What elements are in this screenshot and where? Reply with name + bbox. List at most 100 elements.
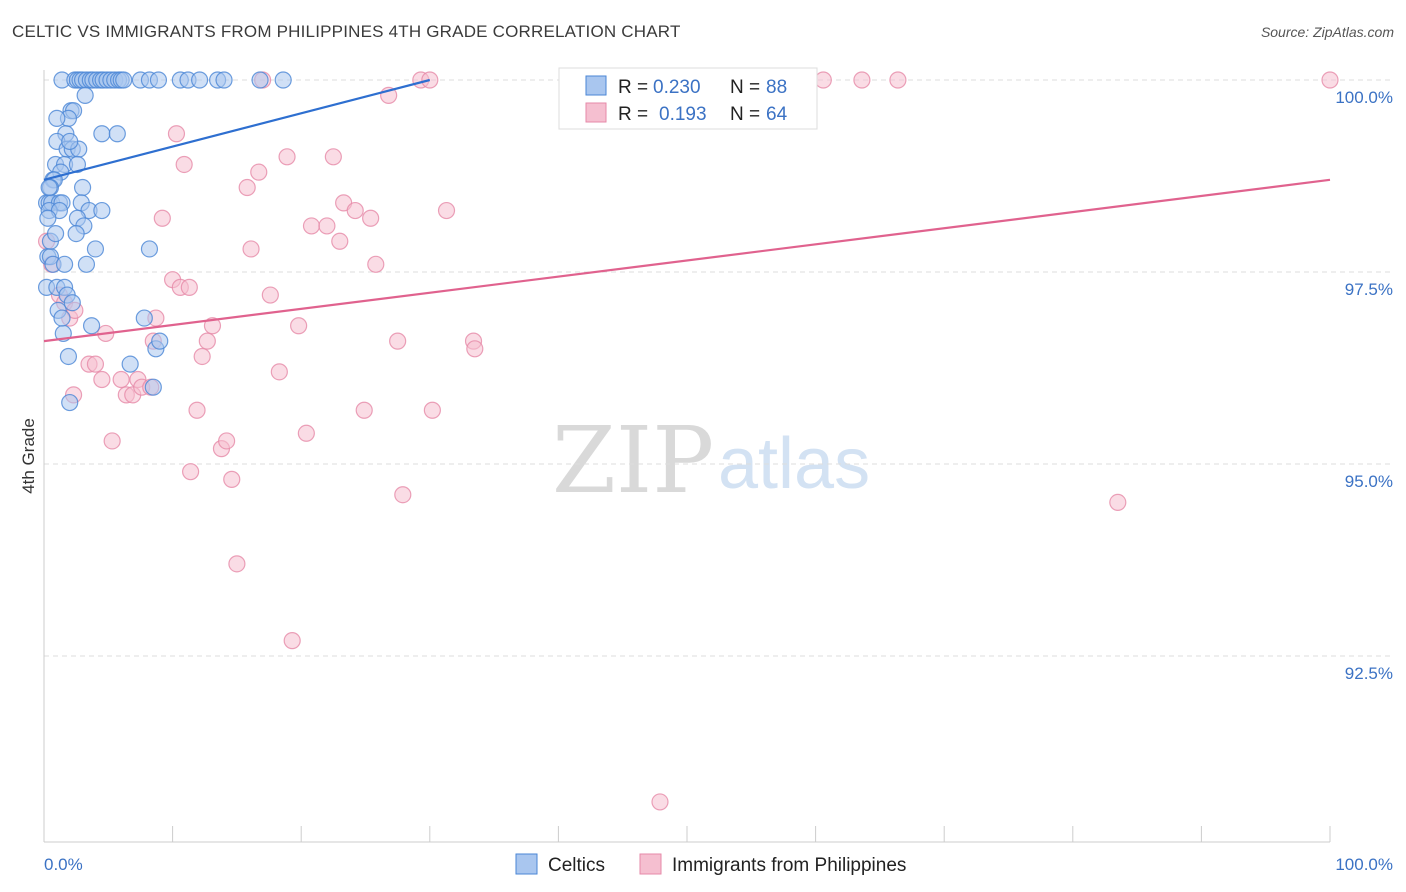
- philippines-point: [1321, 71, 1339, 89]
- philippines-point: [814, 71, 832, 89]
- philippines-point: [853, 71, 871, 89]
- celtics-trend-line: [43, 78, 431, 181]
- philippines-trend-line: [43, 178, 1331, 343]
- celtics-point: [40, 178, 58, 197]
- celtics-point: [39, 209, 57, 227]
- philippines-point: [238, 178, 256, 197]
- celtics-r-label: R =: [618, 77, 648, 98]
- philippines-n-value: 64: [766, 104, 788, 125]
- celtics-point: [68, 155, 87, 174]
- philippines-point: [297, 424, 315, 442]
- celtics-point: [48, 109, 66, 128]
- x-tick-label-min: 0.0%: [44, 855, 83, 874]
- celtics-point: [108, 125, 126, 143]
- grid-lines: [44, 79, 1393, 657]
- celtics-point: [73, 178, 92, 197]
- philippines-n-label: N =: [730, 104, 760, 125]
- philippines-point: [250, 163, 268, 181]
- philippines-point: [228, 555, 246, 573]
- series-legend: Celtics Immigrants from Philippines: [515, 853, 906, 876]
- philippines-point: [394, 486, 412, 504]
- philippines-legend-swatch: [585, 102, 607, 123]
- legend-celtics-label: Celtics: [548, 855, 605, 876]
- philippines-point: [175, 155, 193, 174]
- y-tick-labels: 100.0% 97.5% 95.0% 92.5%: [1335, 88, 1393, 683]
- y-tick-label: 92.5%: [1345, 664, 1393, 683]
- philippines-point: [283, 632, 301, 650]
- x-ticks: [43, 826, 1331, 842]
- celtics-point: [149, 71, 168, 89]
- philippines-point: [242, 240, 260, 258]
- philippines-point: [93, 370, 111, 389]
- celtics-point: [191, 71, 209, 89]
- philippines-point: [389, 332, 407, 350]
- philippines-point: [466, 340, 484, 358]
- y-axis-label: 4th Grade: [19, 418, 38, 494]
- philippines-point: [437, 201, 456, 220]
- legend-philippines-swatch: [639, 853, 662, 875]
- philippines-point: [346, 201, 364, 220]
- stats-legend: R = 0.230 N = 88 R = 0.193 N = 64: [558, 67, 818, 130]
- celtics-point: [93, 125, 111, 143]
- trend-lines: [43, 78, 1331, 343]
- philippines-point: [278, 148, 296, 166]
- celtics-point: [215, 71, 233, 89]
- legend-celtics-swatch: [515, 853, 538, 875]
- chart-source: Source: ZipAtlas.com: [1260, 24, 1394, 40]
- philippines-point: [198, 332, 216, 350]
- celtics-point: [67, 225, 85, 243]
- philippines-point: [302, 217, 321, 235]
- y-tick-label: 95.0%: [1345, 472, 1393, 491]
- legend-philippines-label: Immigrants from Philippines: [672, 855, 906, 876]
- celtics-n-label: N =: [730, 77, 760, 98]
- philippines-point: [318, 217, 336, 235]
- celtics-n-value: 88: [766, 77, 787, 98]
- celtics-point: [53, 309, 71, 327]
- philippines-point: [112, 370, 130, 389]
- philippines-point: [193, 347, 211, 366]
- philippines-point: [355, 401, 373, 419]
- celtics-point: [77, 255, 96, 273]
- celtics-point: [274, 71, 292, 89]
- celtics-point: [93, 201, 111, 220]
- celtics-point: [135, 309, 153, 327]
- philippines-point: [324, 148, 342, 166]
- celtics-point: [140, 240, 159, 258]
- celtics-point: [151, 332, 169, 350]
- celtics-point: [76, 86, 94, 104]
- celtics-point: [115, 71, 133, 89]
- philippines-point: [423, 401, 441, 419]
- philippines-point: [651, 793, 669, 811]
- philippines-point: [290, 317, 308, 335]
- philippines-point: [270, 363, 288, 381]
- philippines-r-value: 0.193: [659, 104, 707, 125]
- celtics-point: [121, 355, 139, 373]
- watermark-zip: ZIP: [552, 407, 714, 514]
- celtics-point: [61, 393, 79, 412]
- philippines-r-label: R =: [618, 104, 648, 125]
- philippines-point: [182, 463, 200, 481]
- series-celtics-points: [37, 71, 292, 412]
- philippines-point: [153, 209, 171, 227]
- philippines-point: [223, 470, 241, 488]
- philippines-point: [1109, 493, 1127, 511]
- celtics-point: [61, 132, 79, 151]
- celtics-legend-swatch: [585, 75, 607, 96]
- philippines-point: [889, 71, 907, 89]
- x-tick-label-max: 100.0%: [1335, 855, 1393, 874]
- celtics-point: [63, 294, 81, 312]
- philippines-point: [86, 355, 105, 373]
- celtics-r-value: 0.230: [653, 77, 701, 98]
- philippines-point: [362, 209, 380, 227]
- philippines-point: [180, 278, 198, 296]
- celtics-point: [86, 240, 105, 258]
- philippines-point: [331, 232, 349, 250]
- philippines-point: [367, 255, 385, 273]
- y-tick-label: 100.0%: [1335, 88, 1393, 107]
- philippines-point: [261, 286, 279, 304]
- philippines-point: [188, 401, 206, 419]
- celtics-point: [55, 255, 74, 273]
- philippines-point: [203, 317, 222, 335]
- celtics-point: [251, 71, 269, 89]
